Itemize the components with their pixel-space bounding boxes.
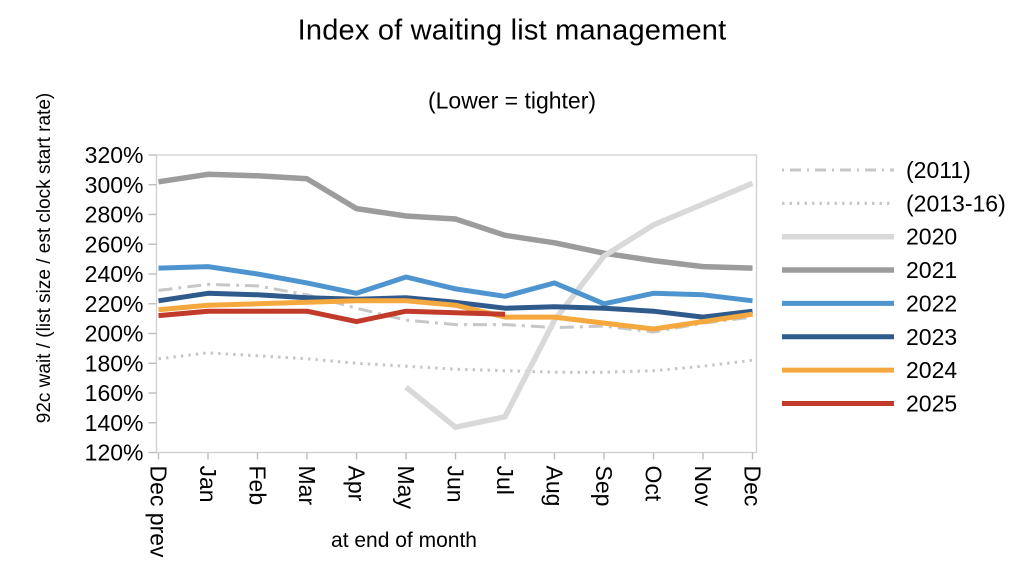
x-tick-label: Feb: [245, 466, 271, 506]
x-tick-label: Jan: [195, 466, 221, 503]
y-tick-label: 240%: [85, 261, 144, 287]
series-2011-line: [158, 282, 753, 334]
chart-subtitle: (Lower = tighter): [427, 87, 597, 114]
legend-label: 2022: [906, 290, 957, 316]
y-tick-label: 220%: [85, 291, 144, 317]
legend-label: 2021: [906, 257, 957, 283]
x-tick-label: Dec prev: [146, 466, 172, 559]
y-tick-label: 320%: [85, 142, 144, 168]
x-tick-label: Jun: [443, 466, 469, 503]
series-2023-line: [158, 290, 753, 320]
legend-label: 2024: [906, 357, 957, 383]
y-tick-label: 260%: [85, 231, 144, 257]
legend-label: (2011): [906, 157, 971, 183]
y-tick-label: 160%: [85, 380, 144, 406]
series-2025-line: [158, 308, 506, 325]
series-2022-line: [158, 264, 753, 307]
x-tick-label: Nov: [690, 466, 716, 507]
x-tick-label: Aug: [542, 466, 568, 507]
x-tick-label: Dec: [740, 466, 766, 507]
legend-label: 2020: [906, 224, 957, 250]
y-tick-label: 140%: [85, 410, 144, 436]
legend-label: 2023: [906, 324, 957, 350]
chart-title: Index of waiting list management: [297, 14, 727, 47]
x-tick-label: Sep: [591, 466, 617, 507]
y-tick-label: 280%: [85, 202, 144, 228]
x-tick-label: Oct: [641, 466, 667, 502]
x-axis-title: at end of month: [331, 529, 477, 552]
x-tick-label: May: [393, 466, 419, 510]
y-tick-label: 300%: [85, 172, 144, 198]
legend-label: 2025: [906, 390, 957, 416]
series-2020-line: [404, 180, 754, 430]
y-tick-label: 180%: [85, 350, 144, 376]
y-axis-title: 92c wait / (list size / est clock start …: [34, 92, 55, 424]
x-tick-label: Apr: [344, 466, 370, 502]
y-tick-label: 120%: [85, 440, 144, 466]
legend-label: (2013-16): [906, 190, 1006, 216]
x-tick-label: Mar: [294, 466, 320, 506]
x-tick-label: Jul: [492, 466, 518, 495]
series-2021-line: [158, 171, 753, 271]
y-tick-label: 200%: [85, 321, 144, 347]
series-2024-line: [158, 298, 753, 332]
legend: (2011) (2013-16) 2020 2021 2022 2023 2024 2025: [782, 157, 1006, 416]
series-2013-16-line: [158, 351, 753, 374]
